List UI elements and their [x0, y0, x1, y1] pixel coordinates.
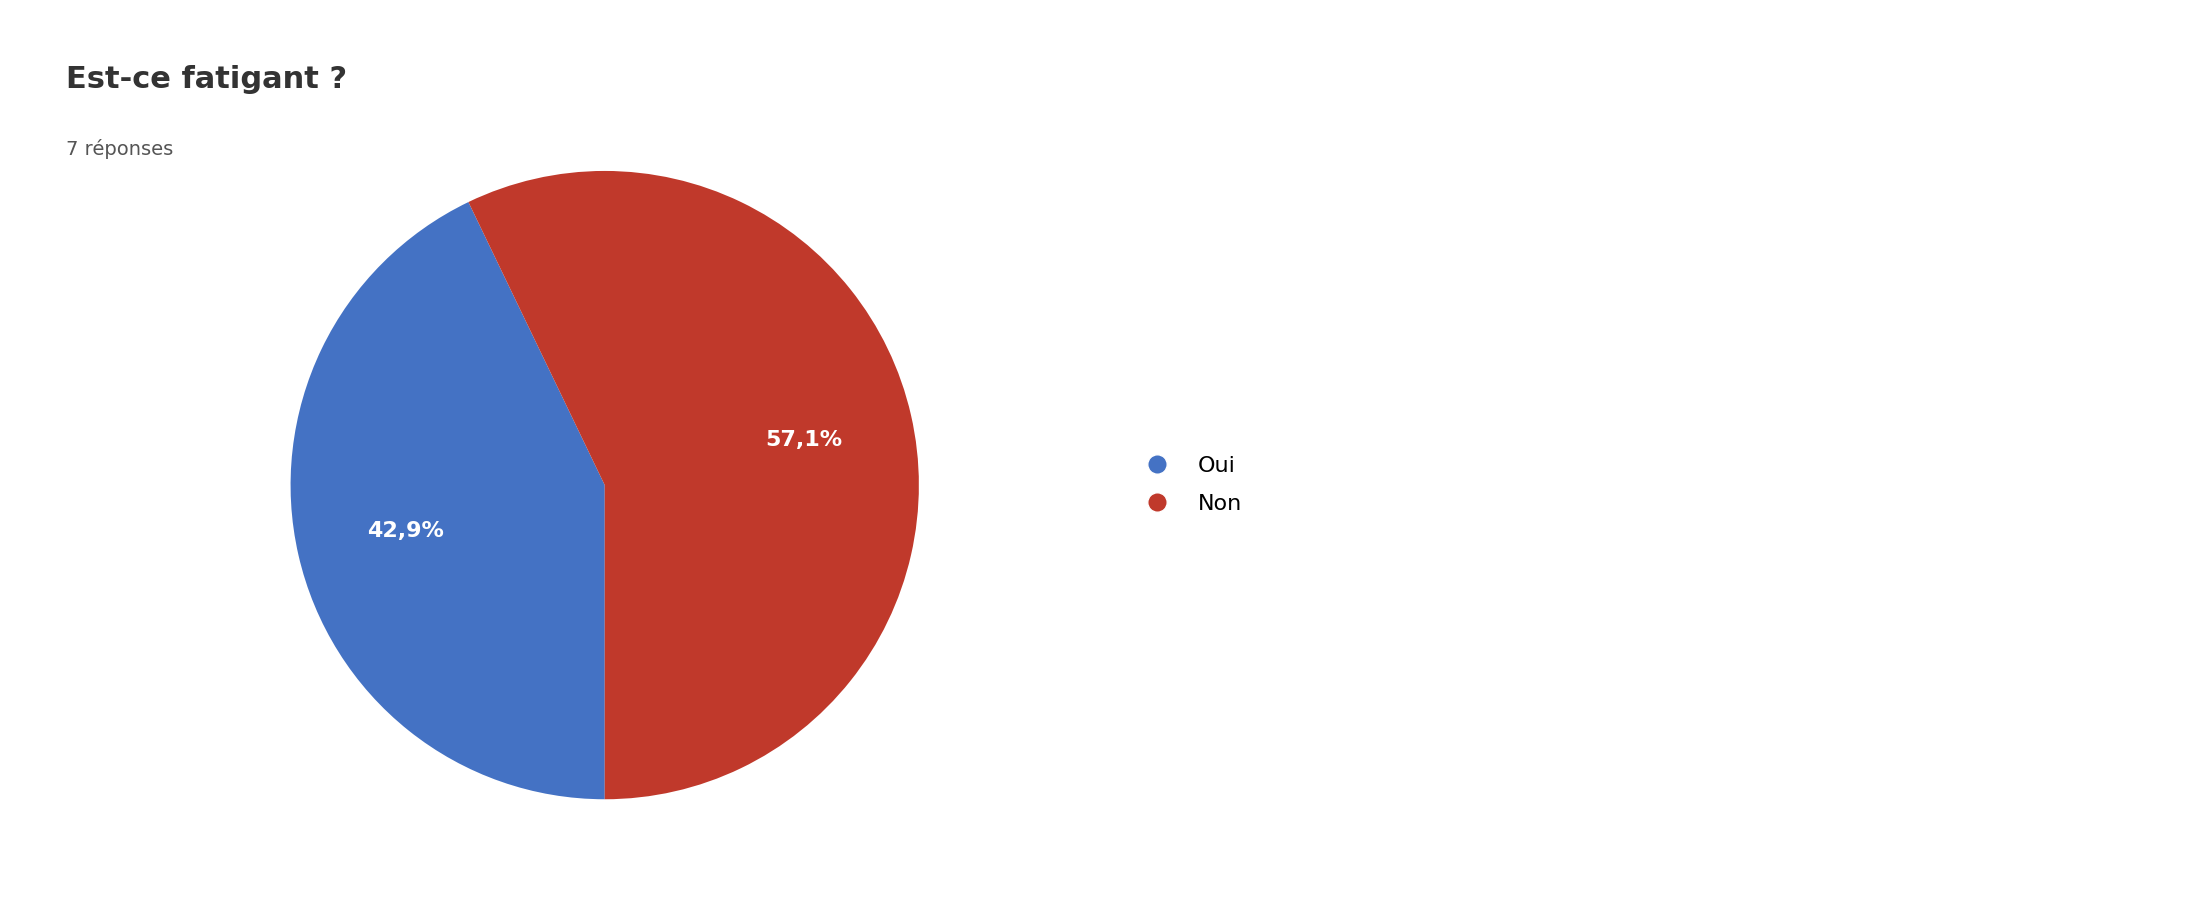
Text: Est-ce fatigant ?: Est-ce fatigant ?	[66, 65, 347, 93]
Wedge shape	[290, 202, 605, 799]
Text: 7 réponses: 7 réponses	[66, 139, 174, 159]
Text: 42,9%: 42,9%	[367, 520, 444, 541]
Legend: Oui, Non: Oui, Non	[1126, 447, 1251, 523]
Wedge shape	[468, 171, 919, 799]
Text: 57,1%: 57,1%	[765, 430, 842, 450]
